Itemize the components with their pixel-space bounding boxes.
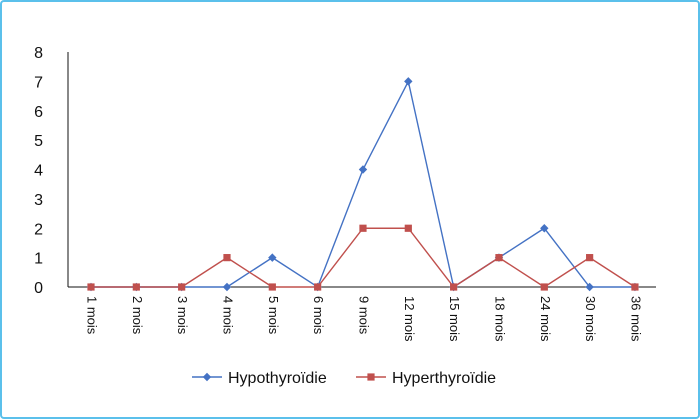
x-tick-label: 36 mois: [629, 296, 644, 342]
x-tick-label: 1 mois: [85, 296, 100, 335]
legend-label: Hyperthyroïdie: [392, 370, 496, 387]
x-tick-label: 15 mois: [447, 296, 462, 342]
x-tick-label: 4 mois: [221, 296, 236, 335]
series-2-point: [223, 254, 231, 262]
x-tick-label: 9 mois: [357, 296, 372, 335]
y-tick-label: 7: [34, 74, 43, 91]
legend-swatch-marker: [367, 373, 375, 381]
series-2-point: [132, 283, 140, 291]
series-1-point: [358, 165, 368, 174]
x-tick-label: 3 mois: [175, 296, 190, 335]
series-2-point: [359, 224, 367, 232]
series-2-point: [404, 224, 412, 232]
y-tick-label: 0: [34, 280, 43, 297]
series-2-point: [178, 283, 186, 291]
x-tick-label: 24 mois: [538, 296, 553, 342]
series-2-point: [631, 283, 639, 291]
y-tick-label: 1: [34, 251, 43, 268]
series-1-point: [540, 224, 549, 233]
series-lines: [91, 79, 636, 289]
series-2-point: [450, 283, 458, 291]
x-tick-label: 18 mois: [493, 296, 508, 342]
x-tick-label: 30 mois: [583, 296, 598, 342]
series-2-point: [314, 283, 322, 291]
x-tick-label: 5 mois: [266, 296, 281, 335]
x-tick-label: 6 mois: [311, 296, 326, 335]
y-tick-label: 5: [34, 133, 43, 150]
y-tick-labels: 0 1 2 3 4 5 6 7 8: [34, 45, 43, 297]
y-tick-label: 2: [34, 221, 43, 238]
y-tick-label: 8: [34, 45, 43, 62]
x-tick-labels: 1 mois 2 mois 3 mois 4 mois 5 mois 6 mois 9 mo…: [85, 296, 644, 342]
series-2-point: [495, 254, 503, 262]
series-1-point: [585, 282, 594, 292]
y-tick-label: 4: [34, 163, 43, 180]
series-2-point: [87, 283, 95, 291]
series-line-2: [91, 227, 636, 288]
series-1-point: [222, 282, 232, 292]
legend-label: Hypothyroïdie: [228, 370, 327, 387]
series-2-point: [586, 254, 594, 262]
y-tick-label: 6: [34, 104, 43, 121]
series-markers: [86, 77, 640, 292]
series-line-1: [91, 79, 635, 289]
y-tick-label: 3: [34, 192, 43, 209]
series-2-point: [268, 283, 276, 291]
x-tick-label: 12 mois: [402, 296, 417, 342]
series-1-point: [404, 77, 413, 86]
legend-swatch-marker: [202, 372, 212, 382]
series-2-point: [540, 283, 548, 291]
legend: Hypothyroïdie Hyperthyroïdie: [192, 370, 496, 387]
x-tick-label: 2 mois: [130, 296, 145, 335]
series-1-point: [268, 253, 277, 262]
